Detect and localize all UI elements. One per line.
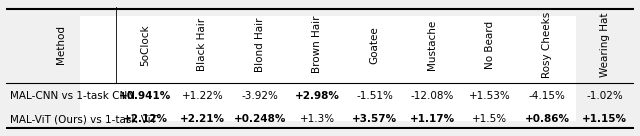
- FancyBboxPatch shape: [80, 16, 576, 121]
- Text: +1.53%: +1.53%: [469, 91, 511, 101]
- Text: 5oClock: 5oClock: [140, 24, 150, 66]
- Text: +1.15%: +1.15%: [582, 114, 627, 124]
- Text: -4.15%: -4.15%: [529, 91, 566, 101]
- Text: Blond Hair: Blond Hair: [255, 18, 265, 72]
- Text: Brown Hair: Brown Hair: [312, 16, 323, 73]
- Text: +1.5%: +1.5%: [472, 114, 508, 124]
- Text: Wearing Hat: Wearing Hat: [600, 13, 610, 77]
- Text: Mustache: Mustache: [428, 20, 437, 70]
- Text: +1.22%: +1.22%: [182, 91, 223, 101]
- Text: +0.86%: +0.86%: [525, 114, 570, 124]
- Text: -3.92%: -3.92%: [241, 91, 278, 101]
- Text: Black Hair: Black Hair: [197, 18, 207, 71]
- Text: +0.941%: +0.941%: [119, 91, 171, 101]
- Text: -12.08%: -12.08%: [411, 91, 454, 101]
- Text: +1.3%: +1.3%: [300, 114, 335, 124]
- Text: +0.248%: +0.248%: [234, 114, 286, 124]
- Text: -1.51%: -1.51%: [356, 91, 394, 101]
- Text: +3.57%: +3.57%: [352, 114, 397, 124]
- Text: Method: Method: [56, 25, 67, 64]
- Text: MAL-CNN vs 1-task CNN: MAL-CNN vs 1-task CNN: [10, 91, 134, 101]
- Text: No Beard: No Beard: [485, 21, 495, 69]
- Text: Goatee: Goatee: [370, 26, 380, 64]
- Text: +2.21%: +2.21%: [180, 114, 225, 124]
- Text: +2.12%: +2.12%: [122, 114, 168, 124]
- Text: MAL-ViT (Ours) vs 1-task ViT: MAL-ViT (Ours) vs 1-task ViT: [10, 114, 156, 124]
- Text: +1.17%: +1.17%: [410, 114, 455, 124]
- Text: +2.98%: +2.98%: [295, 91, 340, 101]
- Text: Rosy Cheeks: Rosy Cheeks: [542, 12, 552, 78]
- Text: -1.02%: -1.02%: [586, 91, 623, 101]
